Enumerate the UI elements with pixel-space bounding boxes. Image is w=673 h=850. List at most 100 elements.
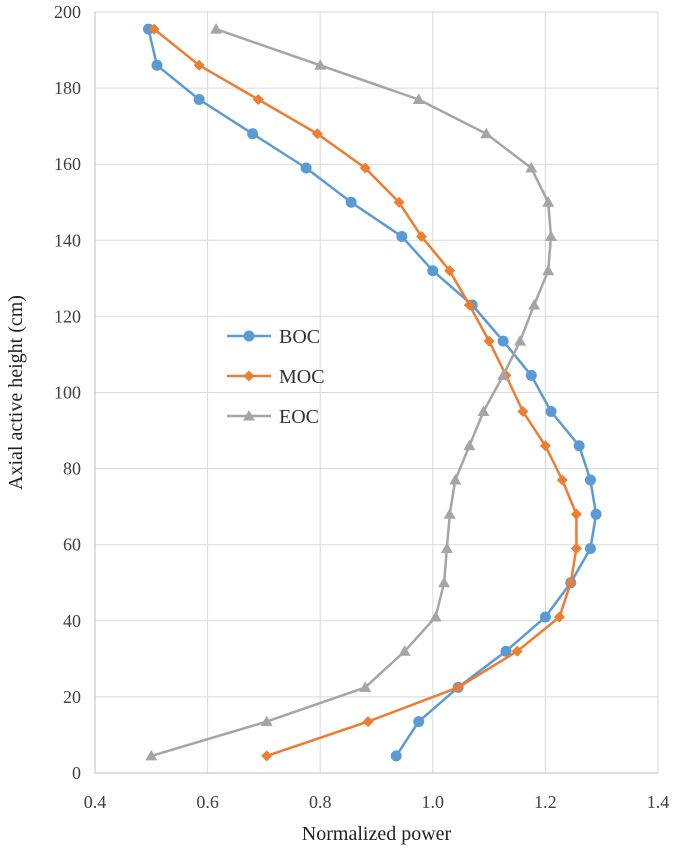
legend-item-moc: MOC — [227, 366, 325, 388]
gridlines — [95, 11, 659, 773]
tick-labels: 0 20 40 60 80 100 120 140 160 180 200 0.4 0.6 0.8 1.0 1… — [54, 2, 669, 812]
x-axis-title: Normalized power — [302, 823, 452, 845]
y-tick-label: 60 — [63, 535, 81, 555]
data-point-boc — [590, 508, 602, 520]
data-point-moc — [261, 750, 273, 762]
series-group — [142, 23, 602, 762]
data-point-moc — [362, 716, 374, 728]
legend: BOC MOC EOC — [227, 326, 325, 428]
data-point-moc — [444, 265, 456, 277]
data-point-eoc — [145, 749, 158, 761]
data-point-moc — [311, 128, 323, 140]
data-point-moc — [452, 681, 464, 693]
y-tick-label: 180 — [54, 78, 81, 98]
y-axis-title: Axial active height (cm) — [5, 295, 27, 490]
legend-marker-eoc — [243, 410, 255, 421]
data-point-boc — [300, 162, 312, 174]
data-point-boc — [497, 335, 509, 347]
data-point-eoc — [480, 127, 493, 139]
axes — [94, 12, 658, 774]
data-point-eoc — [412, 93, 425, 105]
y-tick-label: 160 — [54, 154, 81, 174]
data-point-eoc — [260, 715, 273, 727]
data-point-moc — [565, 577, 577, 589]
series-line-eoc — [150, 27, 553, 758]
data-point-boc — [573, 440, 585, 452]
data-point-eoc — [542, 264, 555, 276]
y-tick-label: 140 — [54, 230, 81, 250]
legend-marker-moc — [243, 370, 255, 382]
data-point-moc — [570, 543, 582, 555]
data-point-moc — [517, 406, 529, 418]
data-point-boc — [500, 645, 512, 657]
data-point-eoc — [359, 681, 372, 692]
data-point-eoc — [429, 610, 442, 622]
data-point-moc — [483, 335, 495, 347]
legend-label-eoc: EOC — [279, 406, 319, 428]
data-point-moc — [193, 59, 205, 71]
data-point-moc — [511, 645, 523, 657]
series-line-moc — [153, 28, 578, 758]
x-tick-label: 0.6 — [196, 792, 219, 812]
data-point-moc — [148, 23, 160, 35]
data-point-moc — [359, 162, 371, 174]
data-point-boc — [193, 94, 205, 106]
x-tick-label: 1.4 — [647, 792, 670, 812]
x-tick-label: 1.2 — [534, 792, 557, 812]
data-point-moc — [556, 474, 568, 486]
data-point-boc — [142, 23, 154, 35]
data-point-boc — [584, 474, 596, 486]
x-tick-label: 0.8 — [309, 792, 332, 812]
y-tick-label: 120 — [54, 306, 81, 326]
data-point-eoc — [210, 23, 223, 34]
data-point-eoc — [449, 474, 462, 485]
y-tick-label: 200 — [54, 2, 81, 22]
data-point-moc — [463, 299, 475, 311]
data-point-moc — [416, 230, 428, 242]
legend-label-boc: BOC — [279, 326, 320, 348]
data-point-boc — [151, 59, 163, 71]
legend-item-eoc: EOC — [227, 406, 319, 428]
series-eoc — [145, 23, 558, 761]
legend-marker-boc — [243, 330, 255, 342]
y-tick-label: 40 — [63, 611, 81, 631]
series-moc — [148, 23, 582, 762]
data-point-eoc — [514, 335, 527, 346]
legend-label-moc: MOC — [279, 366, 325, 388]
data-point-boc — [545, 406, 557, 418]
data-point-eoc — [463, 439, 476, 451]
data-point-eoc — [314, 59, 327, 70]
y-tick-label: 20 — [63, 687, 81, 707]
series-line-boc — [147, 28, 598, 757]
data-point-eoc — [528, 298, 541, 310]
y-tick-label: 80 — [63, 459, 81, 479]
data-point-moc — [252, 94, 264, 106]
data-point-boc — [390, 750, 402, 762]
data-point-boc — [427, 265, 439, 277]
data-point-boc — [345, 196, 357, 208]
data-point-boc — [539, 611, 551, 623]
data-point-eoc — [497, 369, 510, 380]
data-point-boc — [396, 230, 408, 242]
data-point-moc — [553, 611, 565, 623]
data-point-moc — [570, 508, 582, 520]
data-point-boc — [413, 716, 425, 728]
series-boc — [142, 23, 602, 762]
legend-item-boc: BOC — [227, 326, 320, 348]
x-tick-label: 0.4 — [84, 792, 107, 812]
data-point-boc — [247, 128, 259, 140]
data-point-boc — [584, 543, 596, 555]
data-point-eoc — [398, 645, 411, 656]
data-point-eoc — [477, 405, 490, 417]
y-tick-label: 100 — [54, 383, 81, 403]
data-point-eoc — [525, 162, 538, 173]
y-tick-label: 0 — [72, 763, 81, 783]
x-tick-label: 1.0 — [422, 792, 445, 812]
data-point-moc — [393, 196, 405, 208]
data-point-boc — [525, 369, 537, 381]
data-point-moc — [539, 440, 551, 452]
data-point-eoc — [440, 542, 453, 554]
data-point-eoc — [545, 230, 558, 241]
data-point-eoc — [443, 508, 456, 519]
